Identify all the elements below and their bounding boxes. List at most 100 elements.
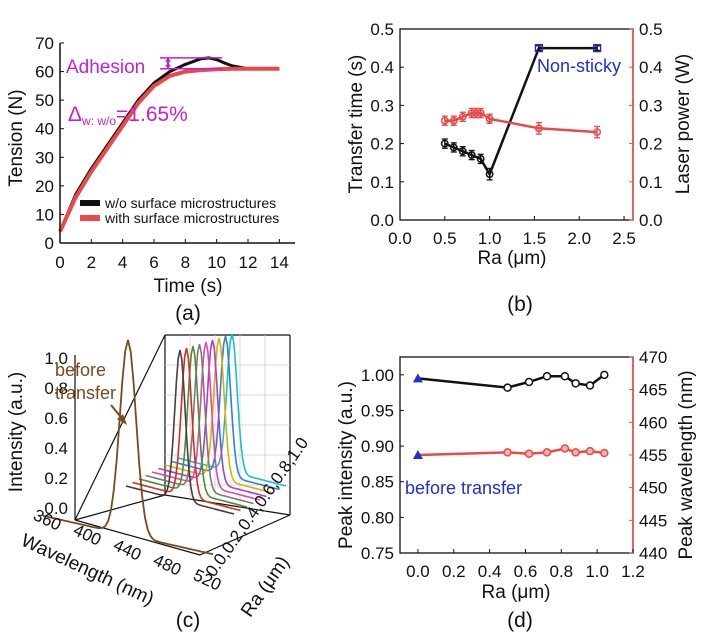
- panel-b-data-point: [449, 143, 458, 152]
- panel-d-data-point: [542, 448, 552, 457]
- panel-d-data-point: [585, 381, 595, 390]
- panel-a-x-tick-label: 10: [207, 253, 226, 272]
- panel-b-ylabel-left: Transfer time (s): [346, 55, 367, 194]
- panel-c-x-tick-label: 440: [110, 535, 144, 564]
- panel-b-y-tick-label-left: 0.5: [370, 20, 394, 39]
- adhesion-annotation: Adhesion: [66, 57, 145, 78]
- panel-d-y-tick-label-right: 470: [639, 348, 667, 367]
- panel-a-y-tick-label: 70: [35, 34, 54, 53]
- panel-a-y-tick-label: 20: [35, 177, 54, 196]
- panel-d-y-tick-label-right: 445: [639, 511, 667, 530]
- panel-b-data-point: [485, 114, 494, 123]
- panel-a-y-tick-label: 30: [35, 148, 54, 167]
- panel-b-y-tick-label-left: 0.2: [370, 135, 394, 154]
- panel-d-y-tick-label-left: 0.80: [361, 508, 394, 527]
- panel-c-z-tick-label: 0.6: [44, 409, 68, 428]
- panel-d-before-transfer-marker: [412, 450, 423, 459]
- panel-d-y-tick-label-right: 465: [639, 381, 667, 400]
- panel-a-x-tick-label: 6: [149, 253, 158, 272]
- panel-d-y-tick-label-left: 0.85: [361, 473, 394, 492]
- panel-b-y-tick-label-right: 0.5: [639, 20, 663, 39]
- panel-b-data-point: [440, 139, 449, 148]
- panel-b-xlabel: Ra (μm): [478, 248, 547, 269]
- panel-c-spectrum-1: [125, 349, 235, 515]
- panel-d-data-point: [524, 449, 534, 458]
- panel-d-y-tick-label-right: 455: [639, 446, 667, 465]
- panel-c-spectrum-4: [145, 343, 254, 505]
- non-sticky-annotation: Non-sticky: [537, 56, 621, 76]
- panel-b-series-1-line: [444, 46, 598, 178]
- panel-d-x-tick-label: 0.0: [406, 562, 430, 581]
- panel-a-y-tick-label: 50: [35, 91, 54, 110]
- panel-c-box-edge: [199, 514, 291, 556]
- panel-b-x-tick-label: 2.5: [612, 229, 636, 248]
- panel-a-xlabel: Time (s): [154, 276, 223, 297]
- panel-d-ylabel-left: Peak intensity (a.u.): [336, 381, 357, 549]
- panel-c-spectrum-before-transfer: [42, 339, 214, 556]
- panel-d-y-tick-label-left: 0.90: [361, 437, 394, 456]
- panel-b-label: (b): [507, 293, 533, 316]
- panel-d-data-point: [585, 446, 595, 456]
- panel-d-data-point: [524, 377, 534, 387]
- panel-a-x-tick-label: 0: [55, 253, 64, 272]
- panel-b-x-tick-label: 1.5: [523, 229, 547, 248]
- panel-c-zlabel: Ra (μm): [237, 553, 294, 622]
- panel-a-ylabel: Tension (N): [6, 89, 27, 186]
- panel-b-y-tick-label-right: 0.3: [639, 96, 663, 115]
- panel-b-data-point: [534, 124, 543, 133]
- panel-d-data-point: [571, 379, 580, 388]
- panel-b-data-point: [593, 128, 602, 137]
- panel-b-x-tick-label: 0.5: [433, 229, 457, 248]
- panel-c-z-tick-label: 0.2: [44, 469, 68, 488]
- panel-a-y-tick-label: 10: [35, 205, 54, 224]
- panel-b-y-tick-label-left: 0.4: [370, 58, 394, 77]
- panel-c-before-transfer: before transfer: [55, 360, 116, 403]
- panel-d-data-point: [503, 448, 512, 457]
- panel-c-x-tick-label: 400: [70, 520, 104, 549]
- panel-d-ylabel-right: Peak wavelength (nm): [676, 370, 697, 559]
- panel-a-series-2-line: [58, 66, 280, 233]
- panel-d-data-point: [503, 383, 512, 392]
- panel-c-arrow-icon: [110, 404, 127, 425]
- panel-d-data-point: [571, 448, 580, 457]
- panel-b-data-point: [467, 109, 476, 117]
- panel-c-x-tick-label: 480: [150, 550, 184, 579]
- panel-a-label: (a): [175, 302, 201, 325]
- panel-c-box-edge: [74, 519, 201, 556]
- panel-b-y-tick-label-right: 0.1: [639, 173, 663, 192]
- panel-c-spectrum-2: [132, 347, 241, 512]
- panel-b-data-point: [467, 151, 476, 160]
- panel-c-ra-ticks: 0.0,0.2,0.4,0.6,0.8,1.0: [202, 434, 312, 580]
- panel-a: 0 2 4 6 8 10 12 14 0 10 20 30 40 50 60 70 Time (s) Tens…: [6, 34, 295, 325]
- panel-c-box-edge: [74, 334, 166, 521]
- panel-a-x-tick-label: 12: [239, 253, 258, 272]
- panel-b-x-tick-label: 0.0: [388, 229, 412, 248]
- panel-b-data-point: [458, 147, 467, 156]
- adhesion-arrow-icon: [160, 57, 222, 70]
- panel-d-x-tick-label: 0.4: [478, 562, 502, 581]
- panel-a-x-tick-label: 14: [270, 253, 289, 272]
- panel-d-data-point: [560, 371, 570, 381]
- panel-b-data-point: [449, 116, 458, 125]
- panel-b-data-point: [440, 116, 449, 125]
- delta-annotation: Δw: w/o=1.65%: [68, 103, 188, 128]
- before-transfer-line-1: before: [55, 360, 106, 380]
- panel-b-nonsticky-marker: [534, 43, 544, 53]
- panel-d-label: (d): [507, 609, 533, 632]
- panel-d-data-point: [560, 444, 570, 453]
- panel-c-spectrum-3: [138, 345, 248, 508]
- panel-c-ylabel: Intensity (a.u.): [6, 372, 27, 492]
- panel-b-data-point: [476, 154, 485, 163]
- panel-d-x-tick-label: 1.0: [585, 562, 609, 581]
- panel-d-x-tick-label: 0.6: [514, 562, 538, 581]
- panel-c-box-edge: [74, 494, 166, 521]
- panel-b-data-point: [472, 109, 481, 117]
- delta-subscript: w: w/o: [81, 114, 116, 128]
- panel-a-y-tick-label: 60: [35, 63, 54, 82]
- adhesion-arrow-down: [165, 64, 171, 69]
- panel-d-xlabel: Ra (μm): [482, 582, 551, 603]
- panel-d-data-point: [542, 371, 552, 381]
- panel-a-x-tick-label: 2: [87, 253, 96, 272]
